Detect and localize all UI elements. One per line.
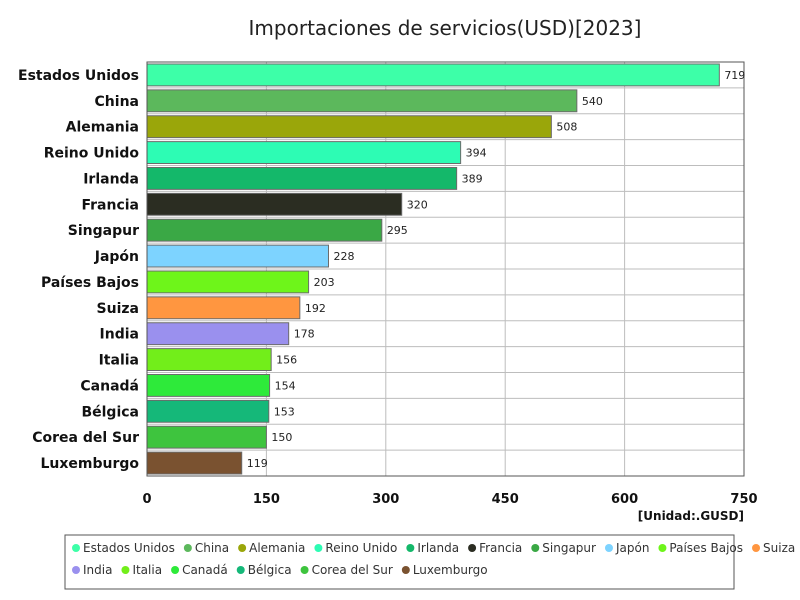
bar-0 <box>146 63 720 87</box>
x-tick-label-1: 150 <box>253 492 280 507</box>
value-label-15: 119 <box>247 457 268 470</box>
value-label-7: 228 <box>333 250 354 263</box>
legend-marker-9 <box>752 544 761 552</box>
value-label-4: 389 <box>462 172 483 185</box>
category-label-12: Canadá <box>80 378 139 394</box>
category-label-10: India <box>100 327 139 343</box>
legend-label-3: Reino Unido <box>325 541 397 555</box>
value-label-0: 719 <box>724 69 745 82</box>
legend-marker-14 <box>300 566 309 574</box>
category-label-5: Francia <box>81 197 139 213</box>
legend-label-15: Luxemburgo <box>413 563 488 577</box>
bar-13 <box>146 399 270 423</box>
category-label-8: Países Bajos <box>41 275 139 291</box>
bar-6 <box>146 218 383 242</box>
category-label-11: Italia <box>99 353 139 369</box>
legend-marker-1 <box>183 544 192 552</box>
value-label-1: 540 <box>582 95 603 108</box>
x-tick-label-4: 600 <box>611 492 638 507</box>
x-tick-label-0: 0 <box>142 492 151 507</box>
bar-5 <box>146 192 403 216</box>
category-label-0: Estados Unidos <box>18 68 139 84</box>
category-label-6: Singapur <box>68 223 139 239</box>
legend-label-10: India <box>83 563 112 577</box>
value-label-10: 178 <box>294 328 315 341</box>
bar-2 <box>146 115 552 139</box>
x-tick-label-5: 750 <box>730 492 757 507</box>
legend-label-2: Alemania <box>249 541 305 555</box>
legend-label-6: Singapur <box>542 541 596 555</box>
value-label-13: 153 <box>274 405 295 418</box>
legend-label-13: Bélgica <box>248 563 292 577</box>
x-axis-ticks: 0 150 300 450 600 750 <box>142 492 757 507</box>
category-label-2: Alemania <box>66 120 139 136</box>
category-label-9: Suiza <box>97 301 139 317</box>
value-label-9: 192 <box>305 302 326 315</box>
legend-marker-11 <box>121 566 130 574</box>
value-label-14: 150 <box>271 431 292 444</box>
category-label-1: China <box>95 94 139 110</box>
bar-1 <box>146 89 578 113</box>
legend-label-5: Francia <box>479 541 522 555</box>
legend-label-14: Corea del Sur <box>312 563 393 577</box>
bar-4 <box>146 167 458 190</box>
bar-10 <box>146 322 290 346</box>
value-label-5: 320 <box>407 198 428 211</box>
legend-marker-4 <box>406 544 415 552</box>
legend: Estados Unidos China Alemania Reino Unido Ir… <box>64 534 795 590</box>
legend-marker-10 <box>72 566 80 574</box>
legend-label-9: Suiza <box>763 541 795 555</box>
bar-11 <box>146 348 272 371</box>
value-label-3: 394 <box>466 147 487 160</box>
category-label-14: Corea del Sur <box>32 430 139 446</box>
legend-label-12: Canadá <box>182 563 228 577</box>
legend-label-0: Estados Unidos <box>83 541 175 555</box>
legend-marker-0 <box>72 544 80 552</box>
plot-frame <box>146 61 745 477</box>
legend-label-1: China <box>195 541 229 555</box>
legend-marker-6 <box>531 544 540 552</box>
category-label-13: Bélgica <box>81 404 139 420</box>
bar-12 <box>146 374 271 397</box>
legend-label-4: Irlanda <box>417 541 459 555</box>
category-label-3: Reino Unido <box>44 146 140 162</box>
legend-marker-7 <box>604 544 613 552</box>
legend-label-11: Italia <box>132 563 162 577</box>
x-tick-label-2: 300 <box>372 492 399 507</box>
bar-9 <box>146 296 301 320</box>
unit-label: [Unidad:.GUSD] <box>638 509 744 523</box>
bar-14 <box>146 425 267 449</box>
category-label-15: Luxemburgo <box>40 456 139 472</box>
legend-label-7: Japón <box>615 541 649 555</box>
value-labels: 719 540 508 394 389 320 295 228 203 192 178 156 154 1… <box>247 69 746 470</box>
category-label-7: Japón <box>94 249 139 265</box>
bar-3 <box>146 141 462 164</box>
value-label-12: 154 <box>275 379 296 392</box>
legend-marker-15 <box>401 566 410 574</box>
legend-marker-3 <box>314 544 323 552</box>
value-label-6: 295 <box>387 224 408 237</box>
x-tick-label-3: 450 <box>492 492 519 507</box>
legend-marker-8 <box>658 544 667 552</box>
category-label-4: Irlanda <box>83 171 139 187</box>
bar-8 <box>146 270 310 294</box>
legend-marker-2 <box>238 544 247 552</box>
legend-label-8: Países Bajos <box>669 541 743 555</box>
bar-7 <box>146 244 329 268</box>
value-label-8: 203 <box>314 276 335 289</box>
legend-box <box>64 534 735 590</box>
legend-marker-13 <box>236 566 245 574</box>
legend-marker-5 <box>468 544 477 552</box>
legend-marker-12 <box>171 566 180 574</box>
value-label-2: 508 <box>556 121 577 134</box>
value-label-11: 156 <box>276 354 297 367</box>
category-labels: Estados Unidos China Alemania Reino Unido Ir… <box>18 68 139 472</box>
chart-title: Importaciones de servicios(USD)[2023] <box>249 16 642 40</box>
bar-15 <box>146 451 243 475</box>
